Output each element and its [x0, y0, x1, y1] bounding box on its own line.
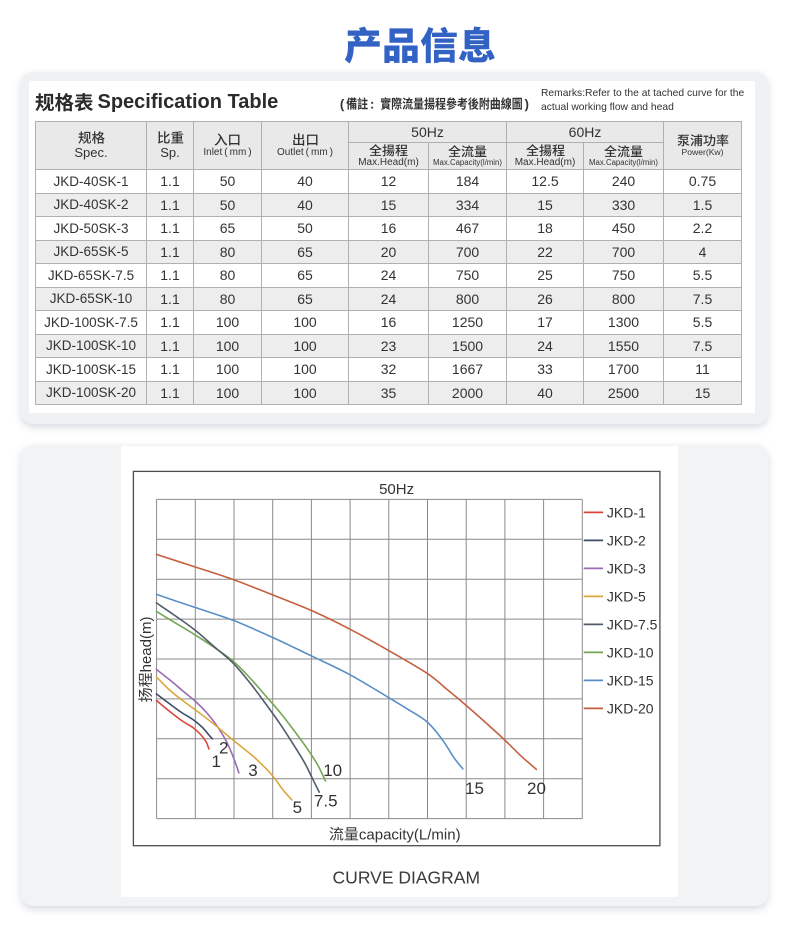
svg-text:10: 10 [323, 761, 342, 780]
svg-text:50Hz: 50Hz [379, 480, 414, 497]
svg-text:3: 3 [248, 761, 257, 780]
svg-text:CURVE DIAGRAM: CURVE DIAGRAM [332, 867, 479, 887]
svg-text:capacity(L/min): capacity(L/min) [358, 826, 460, 843]
svg-text:5: 5 [292, 797, 301, 816]
svg-text:JKD-5: JKD-5 [606, 588, 645, 604]
svg-text:15: 15 [465, 779, 484, 798]
svg-text:JKD-20: JKD-20 [606, 700, 653, 716]
svg-text:JKD-10: JKD-10 [606, 644, 653, 660]
svg-text:JKD-1: JKD-1 [606, 504, 645, 520]
svg-text:JKD-2: JKD-2 [606, 532, 645, 548]
svg-text:JKD-7.5: JKD-7.5 [606, 616, 657, 632]
svg-text:20: 20 [527, 779, 546, 798]
svg-text:head(m): head(m) [137, 616, 154, 672]
svg-text:2: 2 [219, 738, 228, 757]
svg-text:JKD-15: JKD-15 [606, 672, 653, 688]
svg-text:JKD-3: JKD-3 [606, 560, 645, 576]
svg-text:1: 1 [211, 751, 220, 770]
svg-text:7.5: 7.5 [313, 791, 337, 810]
